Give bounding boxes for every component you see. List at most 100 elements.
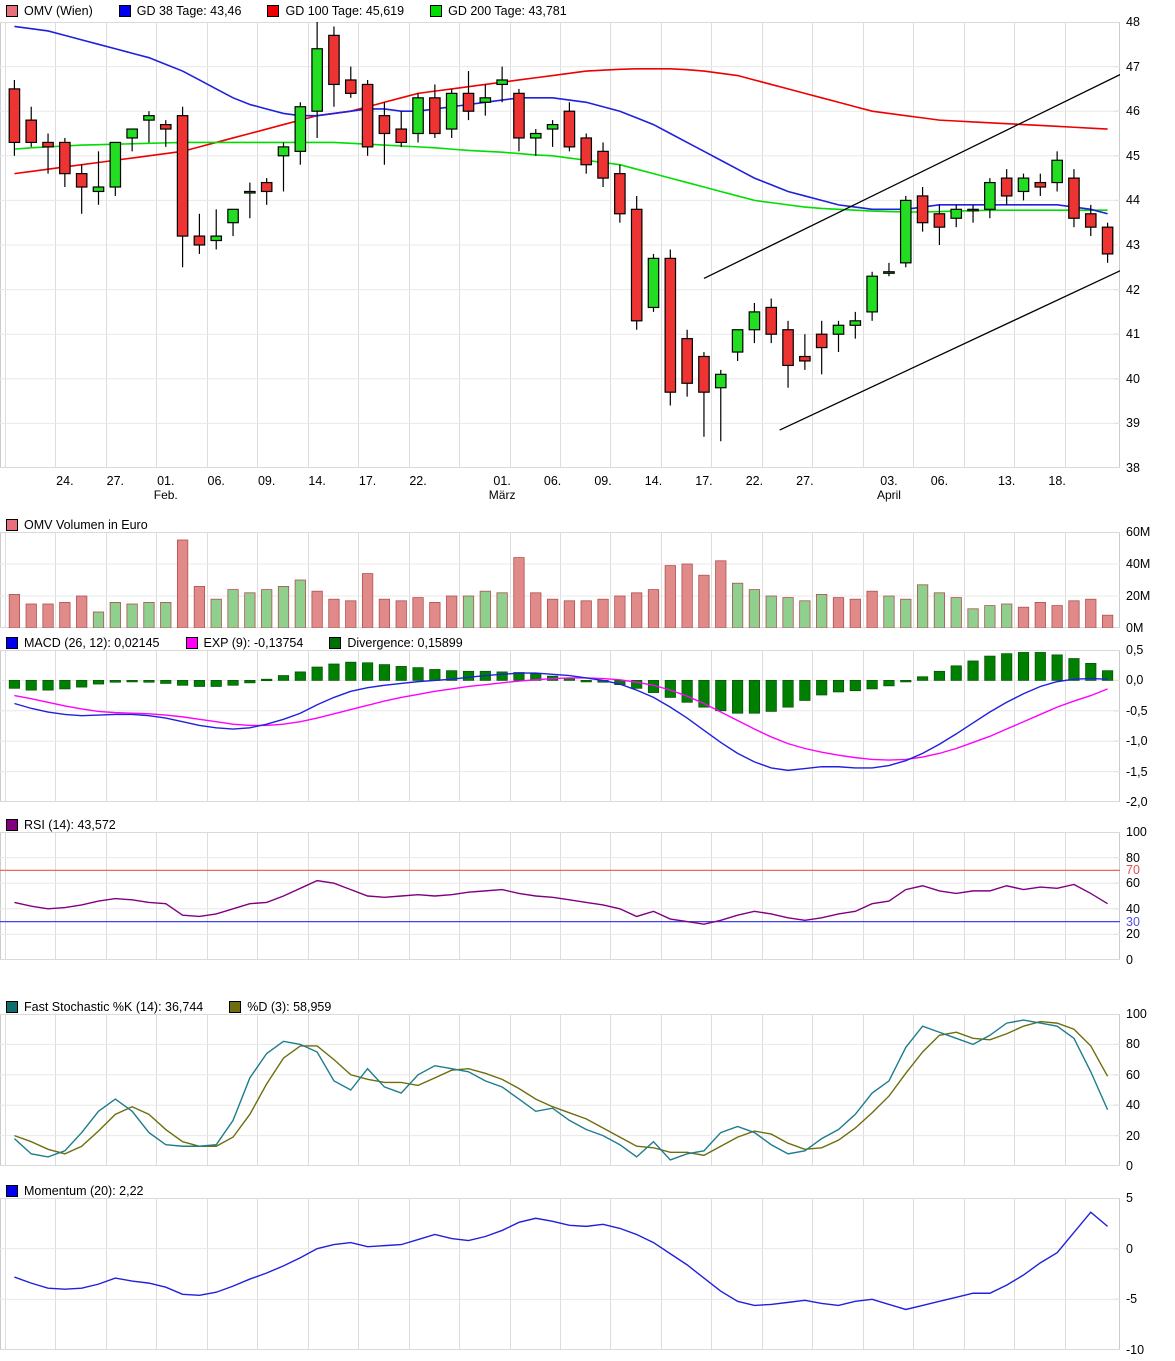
volume-bar	[25, 603, 37, 628]
candlestick	[277, 142, 290, 192]
macd-divergence-bar	[715, 680, 727, 712]
volume-bar	[681, 563, 693, 628]
price-y-tick: 41	[1126, 327, 1140, 342]
x-axis-label: 17.	[695, 474, 712, 488]
macd-divergence-bar	[1085, 663, 1097, 681]
candlestick	[59, 137, 71, 188]
x-axis-day: 27.	[796, 474, 814, 488]
volume-bar	[900, 598, 912, 628]
candlestick	[664, 249, 677, 406]
candlestick	[143, 111, 155, 143]
upper-trendline	[703, 73, 1120, 280]
volume-bar	[412, 597, 424, 628]
macd-divergence-bar	[984, 655, 996, 681]
price-y-tick: 39	[1126, 416, 1140, 431]
legend-item: GD 100 Tage: 45,619	[267, 4, 404, 18]
x-axis-label: 09.	[258, 474, 275, 488]
volume-bar	[244, 592, 256, 628]
macd-divergence-bar	[160, 680, 172, 684]
price-y-tick: 44	[1126, 193, 1140, 208]
candlestick	[529, 129, 542, 156]
volume-bar	[664, 565, 676, 628]
macd-divergence-bar	[917, 676, 929, 681]
x-axis-label: 27.	[107, 474, 124, 488]
macd-divergence-bar	[446, 670, 458, 681]
legend-swatch	[6, 519, 18, 531]
macd-divergence-bar	[933, 670, 945, 681]
candlestick	[176, 106, 189, 268]
candlestick	[227, 208, 239, 237]
volume-legend: OMV Volumen in Euro	[6, 516, 174, 534]
rsi-y-tick: 0	[1126, 953, 1133, 967]
x-axis-label: 09.	[594, 474, 611, 488]
legend-swatch	[6, 637, 18, 649]
macd-divergence-bar	[294, 671, 306, 681]
volume-bar	[799, 600, 811, 628]
candlestick	[782, 320, 794, 388]
macd-divergence-bar	[126, 680, 138, 683]
price-y-tick: 47	[1126, 59, 1140, 74]
momentum-y-tick: -5	[1126, 1292, 1138, 1307]
x-axis-day: 01.	[493, 474, 511, 488]
volume-bar	[429, 602, 441, 628]
candlestick	[513, 88, 525, 152]
macd-divergence-bar	[345, 661, 357, 681]
volume-bar	[277, 586, 290, 628]
volume-y-tick: 60M	[1126, 525, 1151, 539]
macd-divergence-bar	[8, 680, 20, 689]
volume-bar	[698, 574, 710, 628]
macd-divergence-bar	[429, 669, 441, 681]
price-y-tick: 45	[1126, 148, 1140, 163]
candlestick	[563, 102, 576, 152]
candlestick	[193, 213, 206, 254]
x-axis-day: 27.	[106, 474, 125, 488]
macd-divergence-bar	[698, 680, 710, 708]
legend-item: RSI (14): 43,572	[6, 818, 116, 832]
x-axis-label: 24.	[56, 474, 73, 488]
volume-bar	[1017, 606, 1030, 628]
momentum-y-tick: 0	[1126, 1241, 1133, 1256]
macd-divergence-bar	[1068, 658, 1080, 681]
macd-y-tick: 0,5	[1126, 643, 1144, 657]
volume-bar	[160, 602, 172, 628]
volume-y-tick: 0M	[1126, 621, 1144, 635]
volume-bar	[462, 595, 475, 628]
candlestick	[681, 329, 693, 397]
volume-bar	[76, 595, 88, 628]
volume-bar	[1001, 603, 1013, 628]
legend-item: EXP (9): -0,13754	[185, 636, 303, 650]
volume-bar	[479, 590, 491, 628]
candlestick	[883, 262, 895, 277]
macd-y-tick: 0,0	[1126, 673, 1144, 688]
x-axis-label: 27.	[796, 474, 813, 488]
candlestick	[1101, 222, 1114, 263]
x-axis-month: März	[488, 488, 516, 502]
x-axis-label: 18.	[1048, 474, 1065, 488]
macd-divergence-bar	[1034, 652, 1046, 681]
candlestick	[597, 142, 609, 188]
macd-divergence-bar	[681, 680, 693, 703]
stochastic-y-tick: 60	[1126, 1067, 1140, 1082]
volume-bar	[816, 594, 828, 628]
rsi-y-tick: 20	[1126, 927, 1140, 942]
candlestick	[8, 79, 21, 156]
x-axis-day: 17.	[695, 474, 713, 488]
legend-swatch	[430, 5, 443, 17]
x-axis-day: 24.	[56, 474, 74, 488]
volume-bar	[513, 557, 525, 628]
macd-divergence-bar	[59, 680, 71, 690]
macd-divergence-bar	[261, 678, 273, 682]
rsi-panel	[0, 832, 1175, 960]
legend-item: Divergence: 0,15899	[329, 636, 463, 650]
macd-divergence-bar	[193, 680, 205, 687]
macd-divergence-bar	[496, 671, 508, 681]
candlestick	[361, 79, 374, 156]
macd-divergence-bar	[748, 680, 760, 714]
candlestick	[328, 26, 340, 107]
legend-item: OMV Volumen in Euro	[6, 518, 148, 532]
volume-bar	[832, 597, 845, 628]
candlestick	[984, 178, 996, 219]
candlestick	[614, 164, 626, 223]
candlestick	[159, 120, 172, 147]
macd-divergence-bar	[378, 664, 390, 681]
